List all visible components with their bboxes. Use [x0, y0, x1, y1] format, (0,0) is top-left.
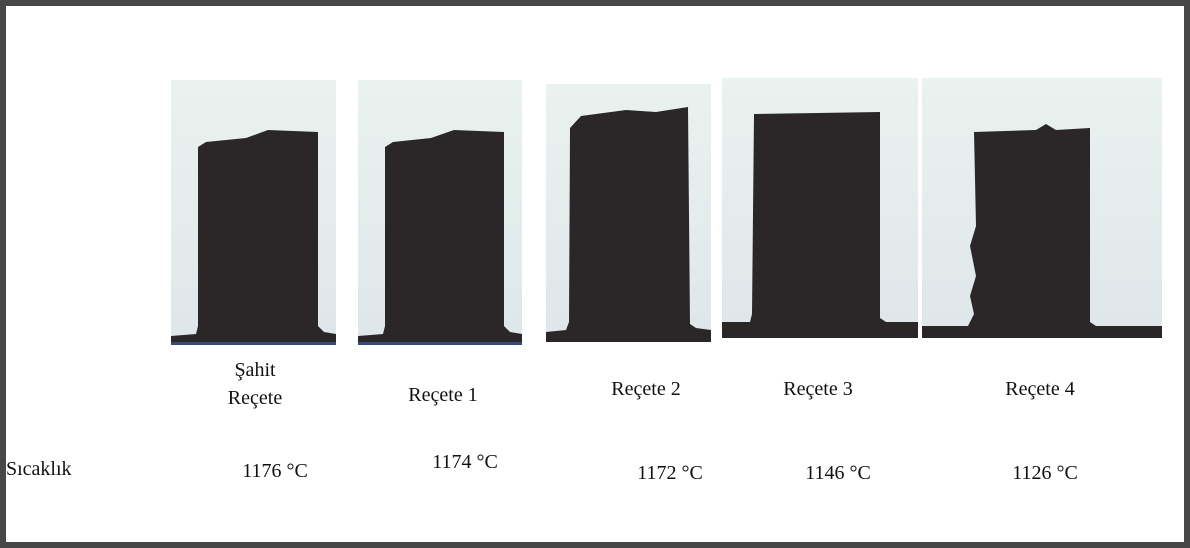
sample-label: Şahit Reçete	[210, 356, 300, 412]
temperature: 1146 °C	[805, 462, 871, 485]
sample-label: Reçete 4	[1005, 378, 1074, 401]
sample-photo	[171, 80, 336, 345]
sample-label: Reçete 3	[783, 378, 852, 401]
temperature: 1172 °C	[637, 462, 703, 485]
temperature: 1174 °C	[432, 451, 498, 474]
sample-photo	[722, 78, 918, 338]
sample-label: Reçete 2	[611, 378, 680, 401]
temperature: 1176 °C	[242, 460, 308, 483]
sample-photo	[922, 78, 1162, 338]
row-label: Sıcaklık	[6, 458, 72, 481]
photos	[6, 6, 1184, 542]
figure: Şahit Reçete Reçete 1 Reçete 2 Reçete 3 …	[0, 0, 1190, 548]
sample-label: Reçete 1	[408, 384, 477, 407]
sample-photo	[358, 80, 522, 345]
sample-photo	[546, 84, 711, 342]
temperature: 1126 °C	[1012, 462, 1078, 485]
